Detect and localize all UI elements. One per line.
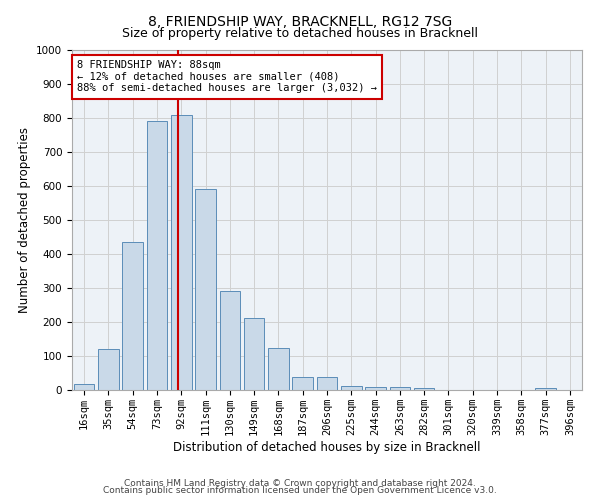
Bar bbox=[122, 242, 143, 390]
Text: Contains public sector information licensed under the Open Government Licence v3: Contains public sector information licen… bbox=[103, 486, 497, 495]
Bar bbox=[244, 318, 265, 390]
Text: Contains HM Land Registry data © Crown copyright and database right 2024.: Contains HM Land Registry data © Crown c… bbox=[124, 478, 476, 488]
Text: Size of property relative to detached houses in Bracknell: Size of property relative to detached ho… bbox=[122, 28, 478, 40]
Bar bbox=[220, 292, 240, 390]
Bar bbox=[341, 386, 362, 390]
Bar bbox=[365, 386, 386, 390]
Y-axis label: Number of detached properties: Number of detached properties bbox=[17, 127, 31, 313]
Bar bbox=[535, 388, 556, 390]
Bar bbox=[389, 388, 410, 390]
Bar bbox=[146, 122, 167, 390]
Bar bbox=[268, 348, 289, 390]
Bar bbox=[292, 377, 313, 390]
Text: 8, FRIENDSHIP WAY, BRACKNELL, RG12 7SG: 8, FRIENDSHIP WAY, BRACKNELL, RG12 7SG bbox=[148, 15, 452, 29]
Bar bbox=[317, 377, 337, 390]
X-axis label: Distribution of detached houses by size in Bracknell: Distribution of detached houses by size … bbox=[173, 440, 481, 454]
Bar bbox=[195, 190, 216, 390]
Text: 8 FRIENDSHIP WAY: 88sqm
← 12% of detached houses are smaller (408)
88% of semi-d: 8 FRIENDSHIP WAY: 88sqm ← 12% of detache… bbox=[77, 60, 377, 94]
Bar bbox=[171, 116, 191, 390]
Bar bbox=[74, 384, 94, 390]
Bar bbox=[98, 349, 119, 390]
Bar bbox=[414, 388, 434, 390]
